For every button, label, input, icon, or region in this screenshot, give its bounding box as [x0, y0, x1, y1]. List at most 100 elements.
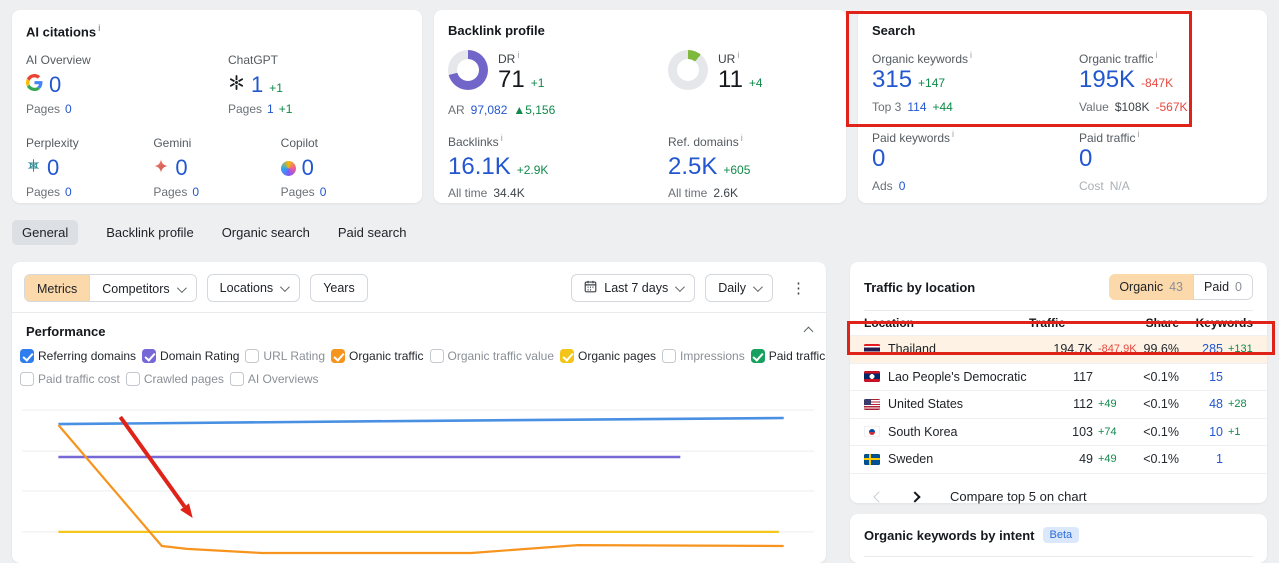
metric-checkbox-ai-overviews[interactable]: AI Overviews — [229, 372, 319, 386]
metric-checkbox-url-rating[interactable]: URL Rating — [245, 349, 325, 363]
ai-metric-chatgpt: ChatGPT 1 +1 Pages 1 +1 — [228, 53, 293, 117]
years-button[interactable]: Years — [310, 274, 368, 302]
info-icon[interactable]: i — [952, 129, 955, 139]
share-value: <0.1% — [1143, 369, 1179, 384]
pages-count[interactable]: 0 — [65, 102, 72, 117]
table-row-kr[interactable]: South Korea 103 +74 <0.1% 10 +1 — [850, 417, 1267, 446]
table-row-th[interactable]: Thailand 194.7K -847.9K 99.6% 285 +131 — [850, 335, 1267, 363]
overview-chart-panel: Metrics Competitors Locations Years Last… — [12, 262, 826, 563]
ar-value-link[interactable]: 97,082 — [470, 103, 508, 117]
ur-donut — [668, 50, 708, 90]
toggle-paid[interactable]: Paid 0 — [1193, 274, 1253, 300]
ads-value[interactable]: 0 — [898, 179, 906, 193]
competitors-tab[interactable]: Competitors — [89, 275, 196, 301]
tab-general[interactable]: General — [12, 220, 79, 245]
gemini-value[interactable]: 0 — [175, 155, 188, 181]
copilot-icon — [280, 160, 296, 176]
more-options-kebab-icon[interactable]: ⋮ — [791, 280, 806, 297]
backlinks-value[interactable]: 16.1K — [448, 153, 511, 180]
metric-checkbox-paid-traffic[interactable]: Paid traffic — [750, 349, 825, 363]
metric-checkbox-row-1: Referring domains Domain Rating URL Rating… — [12, 344, 826, 367]
info-icon[interactable]: i — [500, 133, 503, 143]
table-row-us[interactable]: United States 112 +49 <0.1% 48 +28 — [850, 390, 1267, 418]
pages-count[interactable]: 0 — [192, 185, 200, 200]
checkbox-icon — [125, 372, 140, 386]
chevron-down-icon — [176, 282, 187, 293]
keywords-link[interactable]: 48 — [1209, 397, 1223, 412]
pages-count[interactable]: 0 — [319, 185, 327, 200]
compare-top5-link[interactable]: Compare top 5 on chart — [950, 488, 1087, 504]
location-name: United States — [888, 397, 964, 412]
location-table-header: Location Traffic Share Keywords — [864, 316, 1253, 330]
location-table-footer: Compare top 5 on chart — [850, 472, 1267, 519]
top3-value[interactable]: 114 — [907, 100, 927, 114]
backlinks-metric: Backlinks i 16.1K +2.9K All time 34.4K — [448, 133, 549, 200]
metric-checkbox-organic-traffic-value[interactable]: Organic traffic value — [429, 349, 554, 363]
metric-checkbox-referring-domains[interactable]: Referring domains — [20, 349, 136, 363]
info-icon[interactable]: i — [517, 50, 520, 60]
keywords-link[interactable]: 10 — [1209, 424, 1223, 439]
info-icon[interactable]: i — [970, 50, 973, 60]
organic-keywords-value[interactable]: 315 — [872, 66, 913, 93]
backlink-profile-title: Backlink profile — [448, 23, 545, 38]
checkbox-icon — [331, 349, 346, 363]
keywords-link[interactable]: 15 — [1209, 369, 1223, 384]
chevron-down-icon — [280, 281, 291, 292]
collapse-chevron-icon[interactable] — [803, 326, 814, 337]
keywords-link[interactable]: 1 — [1216, 452, 1223, 467]
flag-icon-se — [864, 453, 880, 465]
paid-traffic-metric: Paid traffic i 0 Cost N/A — [1079, 129, 1140, 193]
keywords-delta: +131 — [1228, 343, 1253, 356]
granularity-dropdown[interactable]: Daily — [705, 274, 773, 302]
keywords-link[interactable]: 285 — [1202, 342, 1223, 357]
locations-dropdown[interactable]: Locations — [206, 274, 301, 302]
metric-checkbox-domain-rating[interactable]: Domain Rating — [142, 349, 239, 363]
flag-icon-th — [864, 343, 880, 355]
info-icon[interactable]: i — [740, 133, 743, 143]
checkbox-icon — [245, 349, 260, 363]
chevron-down-icon — [752, 281, 763, 292]
metrics-tab[interactable]: Metrics — [25, 275, 90, 301]
copilot-value[interactable]: 0 — [301, 155, 314, 181]
share-value: <0.1% — [1143, 452, 1179, 467]
paid-keywords-value[interactable]: 0 — [872, 145, 886, 172]
annotation-arrowhead — [180, 503, 193, 518]
metric-checkbox-crawled-pages[interactable]: Crawled pages — [125, 372, 224, 386]
traffic-by-location-panel: Traffic by location Organic 43 Paid 0 Loca… — [850, 262, 1267, 504]
chatgpt-value[interactable]: 1 — [251, 72, 264, 98]
organic-paid-toggle: Organic 43 Paid 0 — [1109, 274, 1253, 300]
date-range-dropdown[interactable]: Last 7 days — [571, 274, 696, 302]
checkbox-icon — [560, 349, 574, 363]
perplexity-value[interactable]: 0 — [47, 155, 60, 181]
table-row-la[interactable]: Lao People's Democratic Rep 117 <0.1% 15 — [850, 362, 1267, 391]
ai-citations-panel: AI citations i AI Overview 0 Pages 0 ChatG… — [12, 10, 422, 203]
info-icon[interactable]: i — [737, 50, 740, 60]
perplexity-icon — [26, 158, 41, 178]
performance-chart[interactable] — [12, 378, 826, 563]
tab-organic-search[interactable]: Organic search — [221, 225, 310, 240]
ai-overview-value[interactable]: 0 — [49, 72, 62, 98]
tab-backlink-profile[interactable]: Backlink profile — [106, 225, 194, 240]
pages-count[interactable]: 0 — [65, 185, 72, 200]
info-icon[interactable]: i — [98, 23, 101, 33]
metric-checkbox-paid-traffic-cost[interactable]: Paid traffic cost — [20, 372, 120, 386]
ref-domains-value[interactable]: 2.5K — [668, 153, 718, 180]
paid-traffic-value[interactable]: 0 — [1079, 145, 1093, 172]
metric-checkbox-organic-pages[interactable]: Organic pages — [560, 349, 656, 363]
pages-count[interactable]: 1 — [267, 102, 274, 117]
next-page-button[interactable] — [902, 485, 928, 508]
prev-page-button[interactable] — [866, 485, 892, 508]
series-referring-domains — [58, 416, 784, 426]
traffic-value: 103 — [1072, 424, 1093, 439]
info-icon[interactable]: i — [1137, 129, 1140, 139]
metric-checkbox-organic-traffic[interactable]: Organic traffic — [331, 349, 424, 363]
beta-badge: Beta — [1042, 527, 1080, 543]
organic-traffic-value[interactable]: 195K — [1079, 66, 1136, 93]
info-icon[interactable]: i — [1155, 50, 1158, 60]
ai-citations-title: AI citations i — [26, 23, 101, 40]
keywords-by-intent-panel: Organic keywords by intent Beta — [850, 514, 1267, 563]
toggle-organic[interactable]: Organic 43 — [1109, 274, 1194, 300]
tab-paid-search[interactable]: Paid search — [337, 225, 407, 240]
table-row-se[interactable]: Sweden 49 +49 <0.1% 1 — [850, 445, 1267, 473]
metric-checkbox-impressions[interactable]: Impressions — [662, 349, 745, 363]
